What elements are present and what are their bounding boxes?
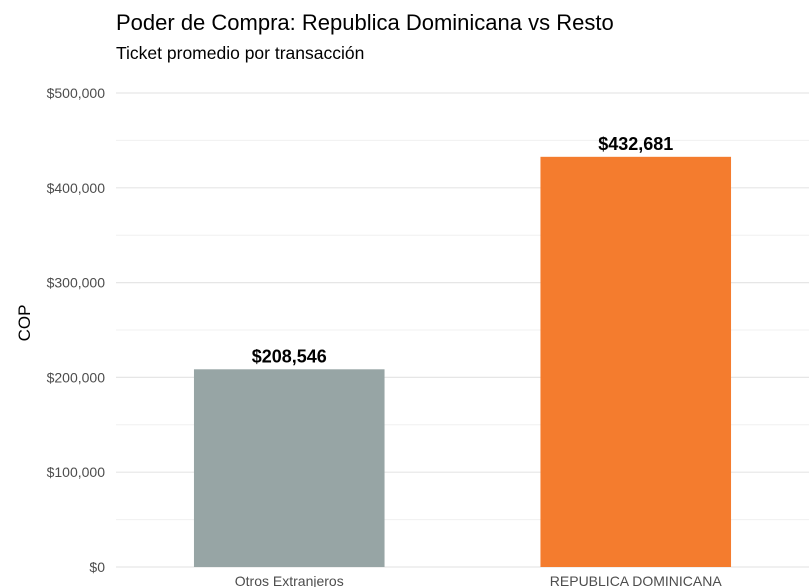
y-tick-label: $400,000 <box>47 180 106 196</box>
data-label: $432,681 <box>598 134 673 154</box>
y-axis-ticks: $0 $100,000 $200,000 $300,000 $400,000 $500,0… <box>47 85 106 575</box>
x-tick-label: Otros Extranjeros <box>235 573 344 587</box>
y-tick-label: $500,000 <box>47 85 106 101</box>
bars <box>193 156 732 567</box>
data-labels: $208,546 $432,681 <box>252 134 674 366</box>
chart-subtitle: Ticket promedio por transacción <box>116 43 365 63</box>
data-label: $208,546 <box>252 346 327 366</box>
bar <box>540 156 732 567</box>
bar <box>193 369 385 567</box>
y-tick-label: $0 <box>89 559 105 575</box>
chart-title: Poder de Compra: Republica Dominicana vs… <box>116 10 614 35</box>
y-tick-label: $100,000 <box>47 464 106 480</box>
y-axis-label: COP <box>15 305 34 342</box>
y-tick-label: $300,000 <box>47 275 106 291</box>
y-tick-label: $200,000 <box>47 369 106 385</box>
x-tick-label: REPUBLICA DOMINICANA <box>550 573 723 587</box>
x-axis-ticks: Otros Extranjeros REPUBLICA DOMINICANA <box>235 573 723 587</box>
